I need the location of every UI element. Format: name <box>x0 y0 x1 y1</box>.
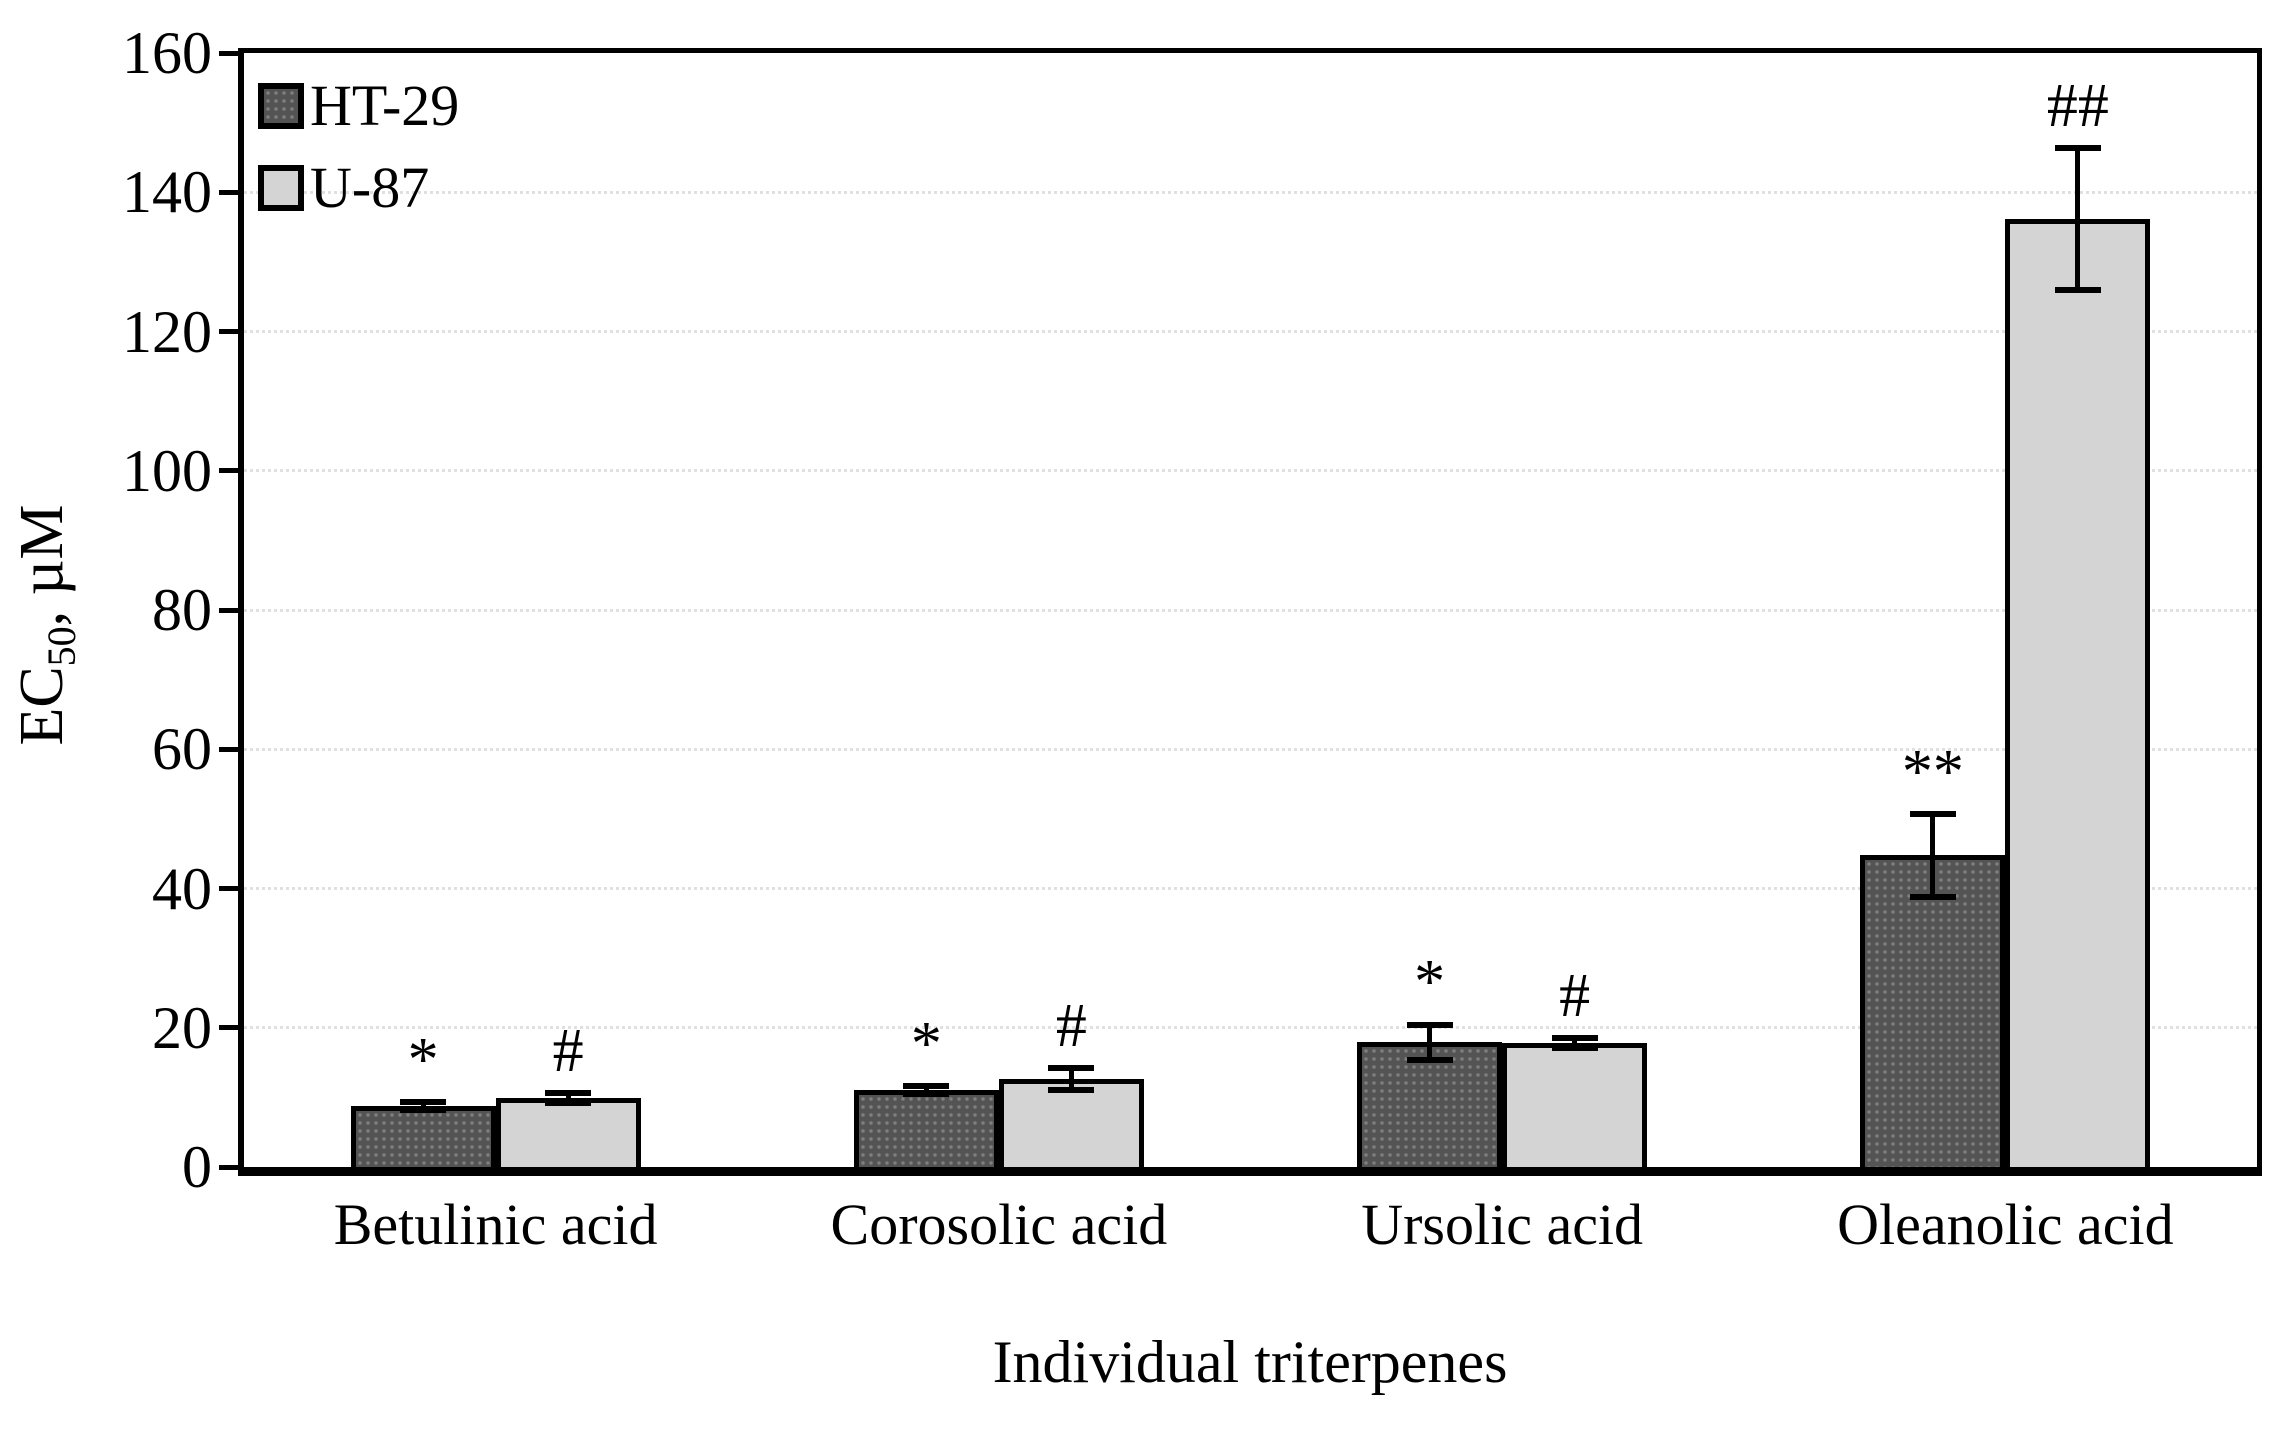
bar-ht-29-betulinic-acid <box>350 1105 496 1167</box>
gridline-120 <box>244 330 2257 333</box>
bar-ht-29-corosolic-acid <box>853 1090 999 1167</box>
y-tick-40 <box>219 886 238 891</box>
significance-annotation-u-87-corosolic-acid: # <box>1055 991 1087 1060</box>
significance-annotation-u-87-ursolic-acid: # <box>1559 961 1591 1030</box>
y-tick-160 <box>219 50 238 56</box>
y-tick-label-20: 20 <box>152 994 212 1061</box>
y-tick-label-40: 40 <box>152 855 212 922</box>
x-category-label-oleanolic-acid: Oleanolic acid <box>1837 1192 2174 1257</box>
error-bar-ht-29-ursolic-acid <box>1406 1021 1453 1064</box>
gridline-60 <box>244 747 2257 751</box>
y-tick-80 <box>219 607 238 613</box>
y-tick-label-80: 80 <box>152 577 212 643</box>
significance-annotation-ht-29-oleanolic-acid: ** <box>1901 737 1964 806</box>
legend-item-u-87: U-87 <box>258 159 459 217</box>
x-category-label-corosolic-acid: Corosolic acid <box>830 1192 1168 1257</box>
legend-label-u-87: U-87 <box>310 155 430 220</box>
significance-annotation-u-87-betulinic-acid: # <box>552 1017 584 1086</box>
bar-ht-29-oleanolic-acid <box>1860 855 2006 1167</box>
x-axis-title: Individual triterpenes <box>992 1329 1508 1395</box>
y-tick-0 <box>219 1164 238 1170</box>
gridline-80 <box>244 608 2257 612</box>
legend-swatch-u-87 <box>258 165 304 211</box>
y-tick-label-100: 100 <box>122 437 212 504</box>
gridline-20 <box>244 1026 2257 1030</box>
significance-annotation-u-87-oleanolic-acid: ## <box>2046 71 2109 140</box>
gridline-140 <box>244 190 2257 194</box>
y-tick-label-140: 140 <box>122 159 212 226</box>
error-bar-u-87-corosolic-acid <box>1048 1064 1095 1093</box>
y-tick-60 <box>219 746 238 752</box>
y-tick-20 <box>219 1025 238 1031</box>
legend-swatch-ht-29 <box>258 83 304 129</box>
y-tick-120 <box>219 329 238 334</box>
bar-u-87-oleanolic-acid <box>2005 218 2151 1167</box>
y-tick-label-0: 0 <box>182 1134 212 1200</box>
error-bar-ht-29-corosolic-acid <box>903 1083 950 1098</box>
legend: HT-29 U-87 <box>258 77 459 217</box>
significance-annotation-ht-29-betulinic-acid: * <box>407 1025 439 1094</box>
plot-area: * # * # * # ** ## HT-29 U-87 <box>238 48 2262 1176</box>
bar-u-87-ursolic-acid <box>1502 1043 1648 1167</box>
error-bar-u-87-oleanolic-acid <box>2054 144 2101 293</box>
significance-annotation-ht-29-corosolic-acid: * <box>910 1010 942 1079</box>
y-tick-label-60: 60 <box>152 716 212 783</box>
gridline-100 <box>244 469 2257 473</box>
gridline-40 <box>244 887 2257 890</box>
y-tick-140 <box>219 189 238 195</box>
error-bar-u-87-ursolic-acid <box>1551 1034 1598 1052</box>
bar-u-87-betulinic-acid <box>495 1098 641 1167</box>
error-bar-ht-29-oleanolic-acid <box>1909 810 1956 900</box>
y-tick-label-120: 120 <box>122 298 212 365</box>
legend-item-ht-29: HT-29 <box>258 77 459 135</box>
y-tick-label-160: 160 <box>122 20 212 86</box>
x-category-label-betulinic-acid: Betulinic acid <box>333 1192 658 1257</box>
x-category-label-ursolic-acid: Ursolic acid <box>1361 1192 1644 1257</box>
y-tick-100 <box>219 468 238 474</box>
legend-label-ht-29: HT-29 <box>310 73 460 138</box>
error-bar-u-87-betulinic-acid <box>545 1090 592 1106</box>
error-bar-ht-29-betulinic-acid <box>400 1098 447 1113</box>
significance-annotation-ht-29-ursolic-acid: * <box>1414 948 1446 1017</box>
